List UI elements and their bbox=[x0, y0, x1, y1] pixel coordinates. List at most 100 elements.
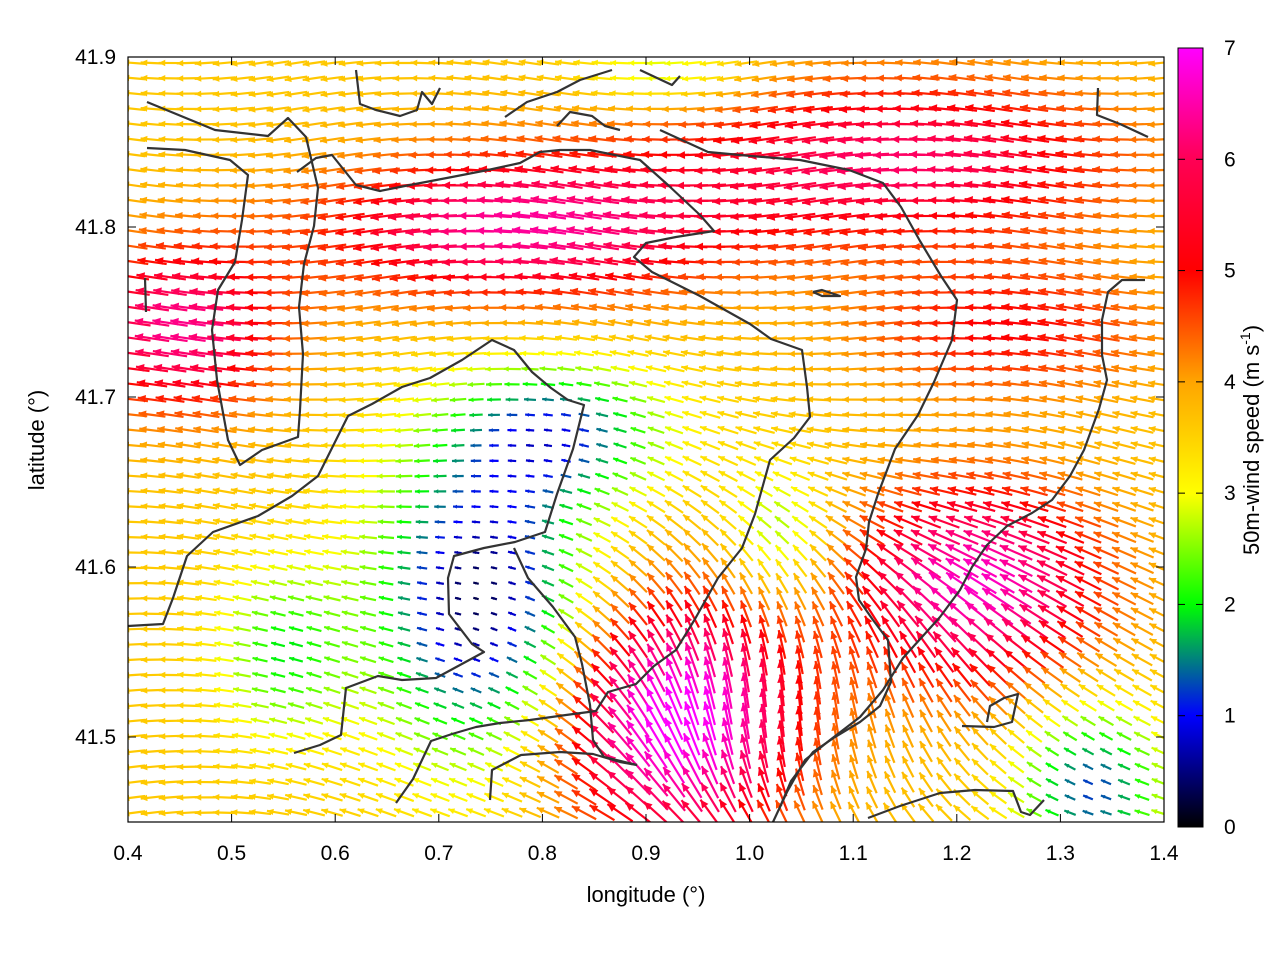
wind-vector-head bbox=[930, 73, 939, 82]
wind-vector-head bbox=[894, 74, 903, 82]
wind-vector bbox=[428, 74, 452, 82]
wind-vector-head bbox=[628, 75, 635, 82]
wind-vector-head bbox=[117, 318, 126, 326]
wind-vector-head bbox=[840, 74, 849, 83]
wind-vector-shaft bbox=[128, 76, 146, 81]
wind-vector-head bbox=[664, 60, 671, 67]
wind-vector-head bbox=[1039, 59, 1047, 66]
wind-vector-head bbox=[1021, 58, 1030, 66]
wind-vector bbox=[591, 74, 613, 81]
wind-vector-head bbox=[1148, 60, 1156, 67]
wind-vector-head bbox=[717, 60, 724, 67]
wind-vector-head bbox=[128, 242, 129, 246]
wind-vector-head bbox=[769, 75, 777, 83]
wind-vector bbox=[428, 59, 452, 66]
wind-vector-head bbox=[248, 60, 256, 67]
wind-vector-head bbox=[392, 59, 400, 67]
wind-vector-head bbox=[822, 75, 831, 83]
wind-vector-head bbox=[248, 75, 256, 83]
wind-vector-head bbox=[176, 75, 184, 82]
wind-vector bbox=[699, 60, 721, 67]
wind-vector bbox=[1130, 60, 1154, 67]
wind-vector-head bbox=[1057, 59, 1065, 67]
wind-vector-head bbox=[410, 59, 418, 67]
wind-vector-head bbox=[194, 75, 202, 82]
wind-vector-head bbox=[176, 59, 184, 67]
wind-vector-head bbox=[895, 59, 903, 67]
wind-vector bbox=[212, 75, 236, 82]
wind-vector-head bbox=[119, 272, 128, 280]
wind-vector bbox=[500, 74, 524, 82]
wind-vector bbox=[230, 60, 254, 67]
wind-vector-head bbox=[591, 59, 599, 66]
wind-vector-head bbox=[158, 59, 166, 67]
wind-vector-head bbox=[446, 74, 454, 82]
wind-vector bbox=[682, 60, 702, 67]
wind-vector-head bbox=[428, 74, 436, 82]
wind-vector bbox=[628, 75, 648, 82]
wind-vectors bbox=[117, 58, 1164, 822]
wind-vector bbox=[482, 74, 506, 81]
wind-vector-head bbox=[681, 75, 689, 82]
wind-vector-head bbox=[1003, 58, 1012, 66]
wind-vector-head bbox=[931, 58, 939, 66]
wind-vector-head bbox=[877, 59, 885, 67]
wind-vector-head bbox=[140, 74, 148, 82]
wind-vector-head bbox=[302, 60, 310, 67]
wind-vector-head bbox=[356, 60, 364, 67]
wind-vector-head bbox=[230, 60, 238, 67]
wind-vector bbox=[752, 60, 776, 68]
wind-vector-head bbox=[128, 257, 129, 258]
wind-vector-head bbox=[284, 75, 292, 83]
wind-vector bbox=[664, 75, 684, 82]
wind-vector-head bbox=[734, 60, 742, 67]
wind-vector-head bbox=[948, 73, 957, 82]
wind-vector bbox=[518, 74, 542, 82]
wind-vector-head bbox=[573, 59, 580, 66]
wind-vector-head bbox=[118, 349, 127, 357]
wind-vector bbox=[356, 75, 380, 82]
wind-vector bbox=[609, 75, 631, 82]
wind-vector-head bbox=[787, 60, 796, 68]
wind-vector bbox=[769, 60, 795, 68]
wind-vector-head bbox=[554, 74, 562, 81]
wind-vector-head bbox=[876, 74, 884, 82]
wind-vector-head bbox=[194, 60, 202, 67]
wind-vector-head bbox=[628, 60, 635, 66]
wind-vector-head bbox=[912, 74, 921, 82]
wind-vector-head bbox=[410, 74, 418, 82]
wind-vector bbox=[913, 58, 939, 66]
wind-vector bbox=[302, 75, 326, 83]
wind-vector bbox=[948, 73, 976, 82]
wind-vector bbox=[230, 75, 254, 83]
wind-vector bbox=[699, 75, 721, 82]
wind-vector-head bbox=[646, 75, 653, 82]
wind-vector bbox=[949, 58, 975, 66]
wind-vector-head bbox=[428, 59, 436, 66]
wind-vector-head bbox=[128, 395, 129, 397]
wind-vector-head bbox=[158, 75, 166, 82]
wind-vector-head bbox=[392, 75, 400, 82]
wind-vector-head bbox=[338, 75, 346, 83]
wind-vector-head bbox=[118, 303, 127, 311]
wind-vector bbox=[1148, 60, 1164, 67]
wind-vector-head bbox=[664, 75, 671, 82]
wind-vector-head bbox=[609, 75, 617, 82]
wind-vector bbox=[446, 59, 470, 66]
wind-vector-head bbox=[751, 75, 760, 83]
wind-vector-head bbox=[805, 60, 813, 67]
wind-vector bbox=[966, 73, 994, 82]
wind-vector-head bbox=[716, 75, 724, 83]
wind-vector-head bbox=[646, 60, 653, 66]
wind-vector bbox=[591, 59, 613, 66]
wind-vector-head bbox=[859, 59, 867, 67]
wind-vector-head bbox=[284, 60, 292, 67]
wind-vector-head bbox=[464, 74, 472, 81]
wind-vector bbox=[266, 60, 290, 67]
wind-vector bbox=[734, 60, 758, 67]
wind-vector bbox=[681, 75, 703, 82]
wind-vector-head bbox=[518, 59, 526, 66]
wind-vector-head bbox=[212, 75, 220, 82]
wind-vector-head bbox=[320, 75, 328, 83]
